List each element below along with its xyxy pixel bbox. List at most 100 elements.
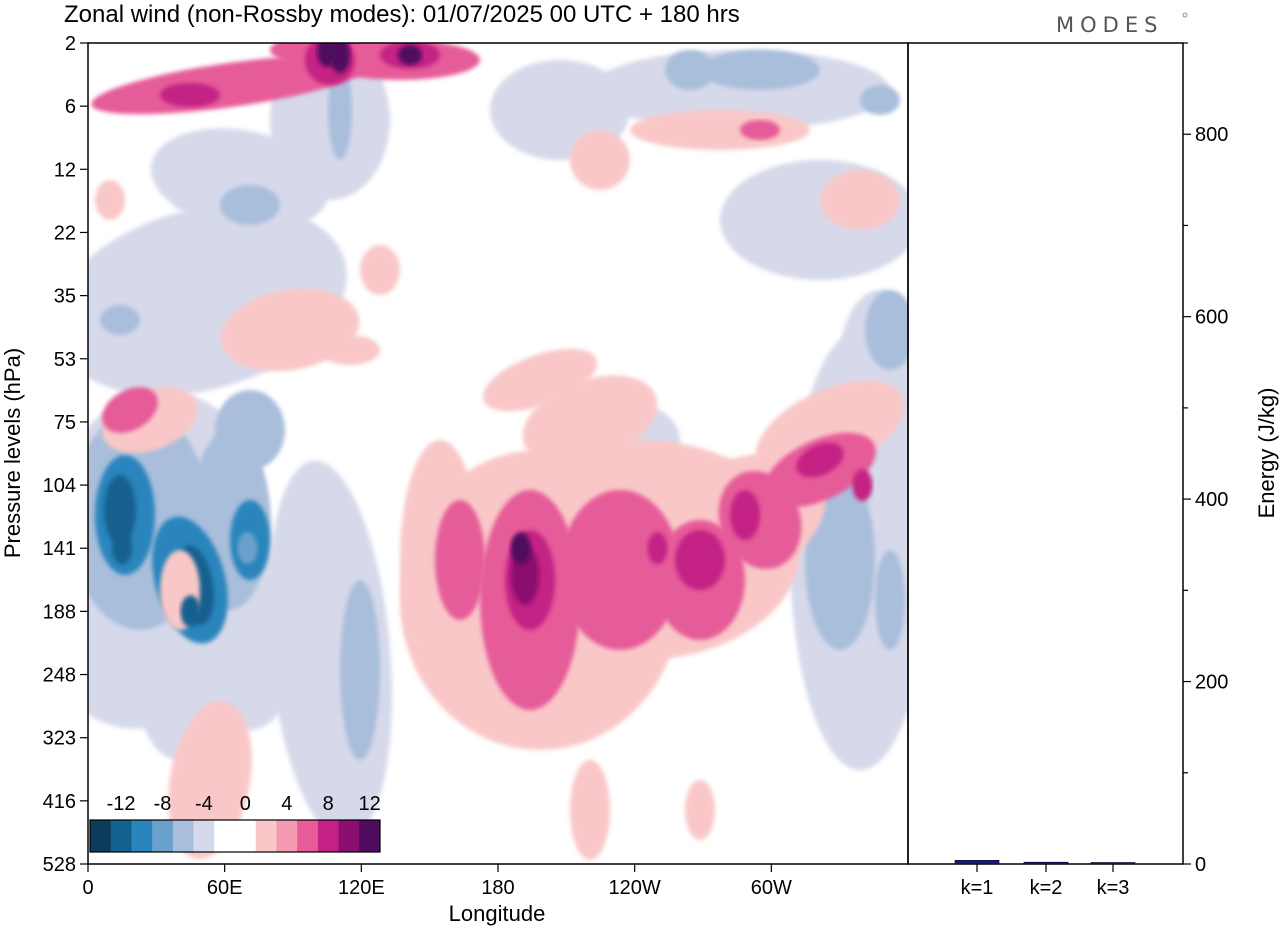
y-tick-label: 416 — [43, 791, 76, 813]
contour-blob — [104, 475, 136, 545]
contour-blob — [215, 390, 285, 470]
y-tick-label: 2 — [65, 33, 76, 55]
y-tick-label: 248 — [43, 665, 76, 687]
contour-blob — [91, 55, 369, 115]
x-tick-label: 60W — [751, 877, 792, 899]
colorbar: -12 -8 -4 0 4 8 12 — [89, 793, 381, 853]
y-tick-label: 323 — [43, 728, 76, 750]
contour-blob — [720, 160, 908, 280]
y-tick-label: 141 — [43, 538, 76, 560]
contour-blob — [100, 305, 140, 335]
colorbar-label: -12 — [107, 793, 136, 815]
colorbar-swatch — [297, 820, 319, 852]
colorbar-label: -4 — [195, 793, 213, 815]
colorbar-swatch — [235, 820, 257, 852]
x-axis-label: Longitude — [449, 901, 546, 926]
y-tick-label: 35 — [54, 286, 76, 308]
contour-blob — [865, 290, 908, 370]
colorbar-swatch — [110, 820, 132, 852]
pressure-axis: 2 6 12 22 35 53 75 104 141 188 248 323 416 528 — [43, 33, 88, 876]
longitude-axis: 0 60E 120E 180 120W 60W — [82, 864, 792, 899]
y-tick-label: 528 — [43, 854, 76, 876]
x-tick-label: 0 — [82, 877, 93, 899]
feature-core — [112, 532, 133, 565]
contour-blob — [740, 120, 780, 140]
y-tick-label: 104 — [43, 475, 76, 497]
y-tick-label: 75 — [54, 412, 76, 434]
energy-category-label: k=3 — [1097, 877, 1130, 899]
contour-blob — [860, 85, 900, 115]
colorbar-label: 8 — [323, 793, 334, 815]
colorbar-swatch — [90, 820, 112, 852]
contour-blob — [220, 185, 280, 225]
colorbar-frame — [89, 819, 381, 853]
colorbar-swatch — [317, 820, 340, 852]
contour-blob — [320, 335, 380, 365]
colorbar-swatch — [255, 820, 277, 852]
contour-blob — [685, 780, 715, 840]
energy-tick-label: 800 — [1195, 124, 1228, 146]
contour-blob — [102, 387, 158, 433]
contour-blob — [675, 530, 725, 590]
colorbar-swatch — [152, 820, 174, 852]
x-tick-label: 120E — [338, 877, 385, 899]
colorbar-swatch — [214, 820, 236, 852]
contour-blob — [570, 760, 610, 860]
colorbar-swatch — [131, 820, 153, 852]
brand-logo: MODES — [1056, 13, 1163, 37]
contour-blob — [665, 50, 715, 90]
contour-blob — [95, 180, 125, 220]
colorbar-swatch — [193, 820, 215, 852]
energy-bar — [1023, 861, 1069, 865]
y-tick-label: 53 — [54, 349, 76, 371]
energy-tick-label: 400 — [1195, 489, 1228, 511]
y-tick-label: 188 — [43, 601, 76, 623]
feature-core — [180, 595, 201, 628]
contour-blob — [796, 442, 844, 478]
colorbar-label: 0 — [240, 793, 251, 815]
feature-core — [852, 469, 873, 502]
energy-bar — [1090, 862, 1136, 865]
contour-fill-layer — [88, 43, 908, 860]
feature-core — [317, 43, 338, 67]
contour-blob — [398, 45, 422, 65]
colorbar-label: 4 — [281, 793, 292, 815]
contour-blob — [630, 110, 810, 150]
y-tick-label: 12 — [54, 159, 76, 181]
contour-blob — [820, 170, 900, 230]
contour-blob — [340, 580, 380, 760]
chart-title: Zonal wind (non-Rossby modes): 01/07/202… — [64, 1, 740, 28]
energy-tick-label: 0 — [1195, 854, 1206, 876]
energy-category-label: k=2 — [1030, 877, 1063, 899]
heatmap-panel — [88, 43, 908, 864]
colorbar-label: 12 — [359, 793, 381, 815]
contour-blob — [160, 83, 220, 107]
x-tick-label: 60E — [207, 877, 243, 899]
y-tick-label: 22 — [54, 222, 76, 244]
contour-blob — [90, 300, 190, 360]
contour-blob — [360, 245, 400, 295]
contour-blob — [875, 550, 905, 650]
energy-tick-label: 200 — [1195, 672, 1228, 694]
x-tick-label: 120W — [609, 877, 661, 899]
colorbar-swatch — [338, 820, 360, 852]
feature-core — [237, 532, 258, 565]
contour-blob — [730, 490, 760, 540]
brand-mark — [1182, 12, 1188, 18]
colorbar-swatch — [172, 820, 195, 852]
contour-blob — [700, 50, 820, 90]
feature-core — [510, 532, 531, 565]
energy-tick-label: 600 — [1195, 307, 1228, 329]
energy-panel: 0 200 400 600 800 k=1 k=2 k=3 — [954, 42, 1228, 899]
colorbar-swatch — [359, 820, 381, 852]
y-tick-label: 6 — [65, 96, 76, 118]
feature-core — [647, 532, 668, 565]
contour-blob — [560, 490, 680, 650]
contour-blob — [482, 348, 598, 412]
colorbar-label: -8 — [154, 793, 172, 815]
y-axis-label: Pressure levels (hPa) — [0, 348, 25, 558]
contour-blob — [435, 500, 485, 620]
energy-bar — [954, 860, 1000, 865]
colorbar-swatch — [276, 820, 298, 852]
